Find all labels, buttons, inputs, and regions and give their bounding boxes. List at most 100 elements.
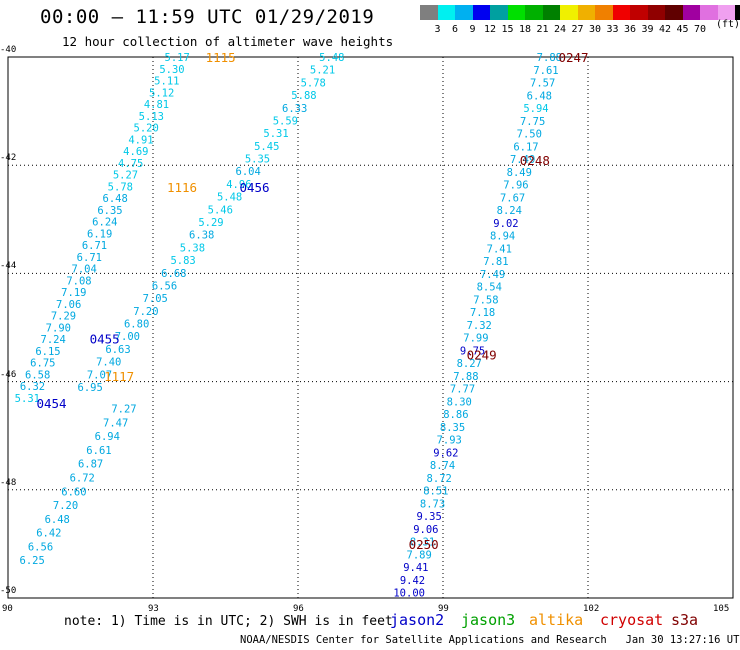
wave-height-value: 6.95 [78,382,103,394]
wave-height-value: 7.77 [450,384,475,396]
colorbar-label: 15 [501,24,514,35]
grid-lines [8,57,733,598]
wave-height-value: 7.89 [407,549,432,561]
wave-height-value: 9.75 [460,345,485,357]
time-label: 0247 [558,50,588,65]
wave-height-value: 5.78 [301,77,326,89]
wave-height-value: 9.62 [433,447,458,459]
chart-title: 00:00 – 11:59 UTC 01/29/2019 [40,6,375,28]
time-label: 1115 [206,50,236,65]
wave-height-value: 7.40 [96,357,121,369]
satellite-legend-item: cryosat [600,611,664,629]
time-label: 0249 [467,348,497,363]
y-tick-label: -40 [0,45,17,55]
wave-height-value: 6.48 [527,90,552,102]
wave-height-value: 7.27 [111,404,136,416]
wave-height-value: 7.61 [533,65,558,77]
wave-height-value: 5.46 [208,204,233,216]
colorbar-cell [577,5,595,20]
time-label: 0455 [90,331,120,346]
wave-height-value: 8.74 [430,460,455,472]
wave-height-value: 5.13 [139,111,164,123]
wave-height-value: 8.51 [423,486,448,498]
wave-height-value: 6.61 [86,445,111,457]
satellite-legend-item: altika [529,611,584,629]
wave-height-value: 6.56 [152,280,177,292]
colorbar-label: 30 [588,24,602,35]
wave-height-value: 8.24 [497,205,522,217]
colorbar-cell [665,5,683,20]
wave-height-value: 9.41 [403,562,428,574]
wave-height-value: 7.75 [520,116,545,128]
colorbar-label: 70 [693,24,707,35]
y-tick-label: -46 [0,369,17,380]
wave-height-value: 5.59 [273,115,298,127]
wave-height-value: 7.57 [530,78,555,90]
wave-height-value: 8.49 [507,167,532,179]
wave-height-value: 5.35 [245,154,270,166]
colorbar-label: 36 [623,24,637,35]
colorbar-cell [560,5,578,20]
wave-height-value: 7.20 [53,500,78,512]
time-label: 0456 [239,180,269,195]
wave-height-value: 6.25 [20,555,45,567]
wave-height-value: 7.99 [463,333,488,345]
wave-height-value: 5.17 [165,52,190,64]
wave-height-value: 8.86 [443,409,468,421]
wave-height-value: 5.31 [263,128,288,140]
wave-height-value: 7.88 [453,371,478,383]
colorbar-label: 3 [434,24,441,35]
data-marks: 5.175.305.115.124.815.135.204.914.694.75… [15,50,589,600]
wave-height-value: 6.17 [513,141,538,153]
satellite-legend-item: s3a [671,611,699,629]
wave-height-value: 6.72 [70,473,95,485]
x-tick-label: 105 [713,604,730,614]
wave-height-value: 8.72 [427,473,452,485]
colorbar-label: 12 [483,24,497,35]
time-label: 0248 [520,153,550,168]
y-tick-label: -50 [0,586,17,596]
y-tick-label: -42 [0,153,17,164]
colorbar-label: 21 [536,24,549,35]
wave-height-value: 6.75 [30,358,55,370]
wave-height-value: 6.24 [92,217,117,229]
wave-height-value: 7.20 [133,306,158,318]
wave-height-value: 5.20 [134,123,159,135]
colorbar-cell [542,5,560,20]
x-tick-label: 99 [438,604,449,614]
colorbar-cell [507,5,525,20]
wave-height-value: 5.88 [291,90,316,102]
satellite-legend-item: jason3 [461,611,516,629]
wave-height-value: 6.63 [105,344,130,356]
colorbar-cell [437,5,455,20]
wave-height-value: 7.08 [66,275,91,287]
wave-height-value: 7.32 [467,320,492,332]
colorbar-label: 33 [606,24,619,35]
time-label: 0250 [409,537,439,552]
colorbar-cell [647,5,665,20]
wave-height-value: 5.29 [198,217,223,229]
wave-height-value: 6.80 [124,319,149,331]
colorbar-cell [472,5,490,20]
wave-height-value: 7.58 [473,294,498,306]
wave-height-value: 7.41 [487,243,512,255]
wave-height-value: 7.06 [56,299,81,311]
wave-height-value: 8.31 [410,537,435,549]
wave-height-value: 8.94 [490,231,515,243]
colorbar-label: 24 [553,24,567,35]
chart-subtitle: 12 hour collection of altimeter wave hei… [62,34,394,49]
wave-height-value: 8.73 [420,498,445,510]
wave-height-value: 6.94 [95,431,120,443]
wave-height-value: 7.90 [46,322,71,334]
time-label: 1117 [104,369,134,384]
wave-height-value: 5.48 [319,52,344,64]
satellite-legend-item: jason2 [390,611,445,629]
x-tick-label: 96 [293,604,304,614]
wave-height-value: 6.04 [236,166,261,178]
wave-height-value: 7.96 [503,180,528,192]
wave-height-value: 4.75 [118,158,143,170]
wave-height-value: 6.15 [35,346,60,358]
wave-height-value: 6.87 [78,459,103,471]
wave-height-value: 7.07 [87,369,112,381]
